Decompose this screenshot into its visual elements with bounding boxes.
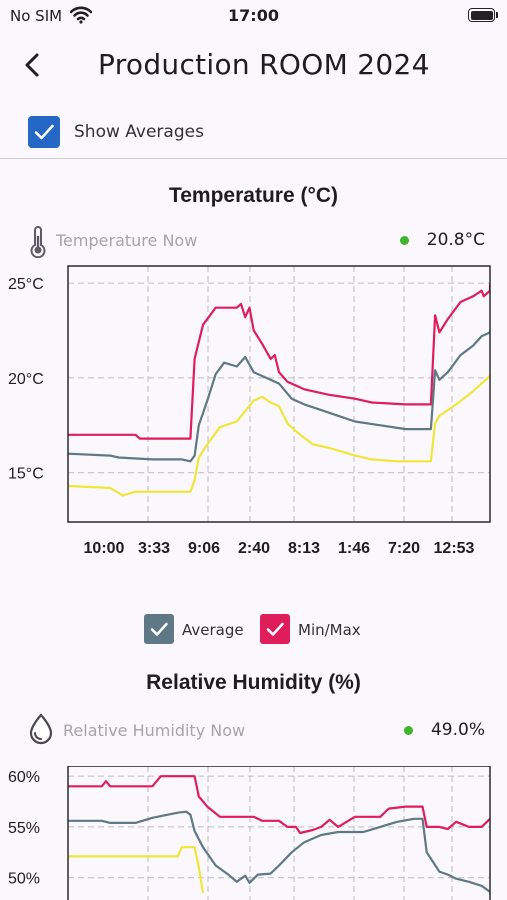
series-line-max	[68, 775, 490, 835]
y-tick-label: 20°C	[8, 371, 44, 388]
humidity-now-value: 49.0%	[430, 720, 485, 740]
page-title: Production ROOM 2024	[98, 48, 430, 81]
app-header: Production ROOM 2024	[0, 40, 507, 96]
thermometer-icon	[30, 226, 46, 258]
temperature-now-value: 20.8°C	[426, 230, 485, 250]
y-tick-label: 60%	[8, 769, 40, 786]
y-tick-label: 15°C	[8, 466, 44, 483]
checkmark-icon	[150, 622, 168, 636]
battery-tip	[496, 12, 498, 18]
x-tick-label: 7:20	[388, 540, 420, 557]
checkmark-icon	[266, 622, 284, 636]
humidity-now-label: Relative Humidity Now	[63, 721, 246, 740]
legend-average-checkbox	[144, 614, 174, 644]
series-line-average	[68, 331, 490, 463]
series-line-max	[68, 283, 490, 440]
humidity-title: Relative Humidity (%)	[146, 671, 361, 694]
droplet-icon	[29, 713, 53, 745]
back-chevron-icon[interactable]	[18, 50, 48, 80]
show-averages-row[interactable]: Show Averages	[0, 112, 507, 159]
plot-frame	[67, 766, 491, 900]
x-tick-label: 9:06	[188, 540, 220, 557]
temperature-status-dot	[400, 236, 409, 245]
series-line-min	[68, 374, 490, 497]
checkmark-icon	[34, 124, 54, 140]
series-line-min	[68, 846, 205, 894]
humidity-chart: 50% 55% 60%	[8, 766, 491, 900]
humidity-status-dot	[404, 726, 413, 735]
plot-frame	[67, 265, 491, 523]
temperature-chart: 15°C 20°C 25°C 10:00 3:33 9:06 2:40 8:13 1:46 7:2…	[8, 265, 491, 557]
legend-minmax-checkbox	[260, 614, 290, 644]
y-tick-label: 25°C	[8, 276, 44, 293]
x-tick-label: 2:40	[238, 540, 270, 557]
humidity-now-row: Relative Humidity Now 49.0%	[0, 713, 507, 748]
y-tick-label: 55%	[8, 820, 40, 837]
legend-average-label: Average	[182, 621, 244, 639]
temperature-title: Temperature (°C)	[168, 184, 339, 207]
carrier-label: No SIM	[10, 7, 63, 25]
series-line-average	[68, 810, 490, 893]
x-tick-label: 3:33	[138, 540, 170, 557]
wifi-icon	[70, 6, 92, 24]
x-tick-label: 10:00	[84, 540, 125, 557]
temperature-now-label: Temperature Now	[56, 231, 198, 250]
x-tick-label: 8:13	[288, 540, 320, 557]
x-tick-label: 1:46	[338, 540, 370, 557]
temperature-now-row: Temperature Now 20.8°C	[0, 224, 507, 258]
show-averages-checkbox[interactable]	[28, 116, 60, 148]
status-bar: No SIM 17:00	[0, 0, 507, 34]
show-averages-label: Show Averages	[74, 122, 204, 142]
y-tick-label: 50%	[8, 871, 40, 888]
battery-icon	[468, 8, 495, 22]
legend-minmax-label: Min/Max	[298, 621, 361, 639]
x-tick-label: 12:53	[434, 540, 475, 557]
status-time: 17:00	[228, 6, 279, 25]
